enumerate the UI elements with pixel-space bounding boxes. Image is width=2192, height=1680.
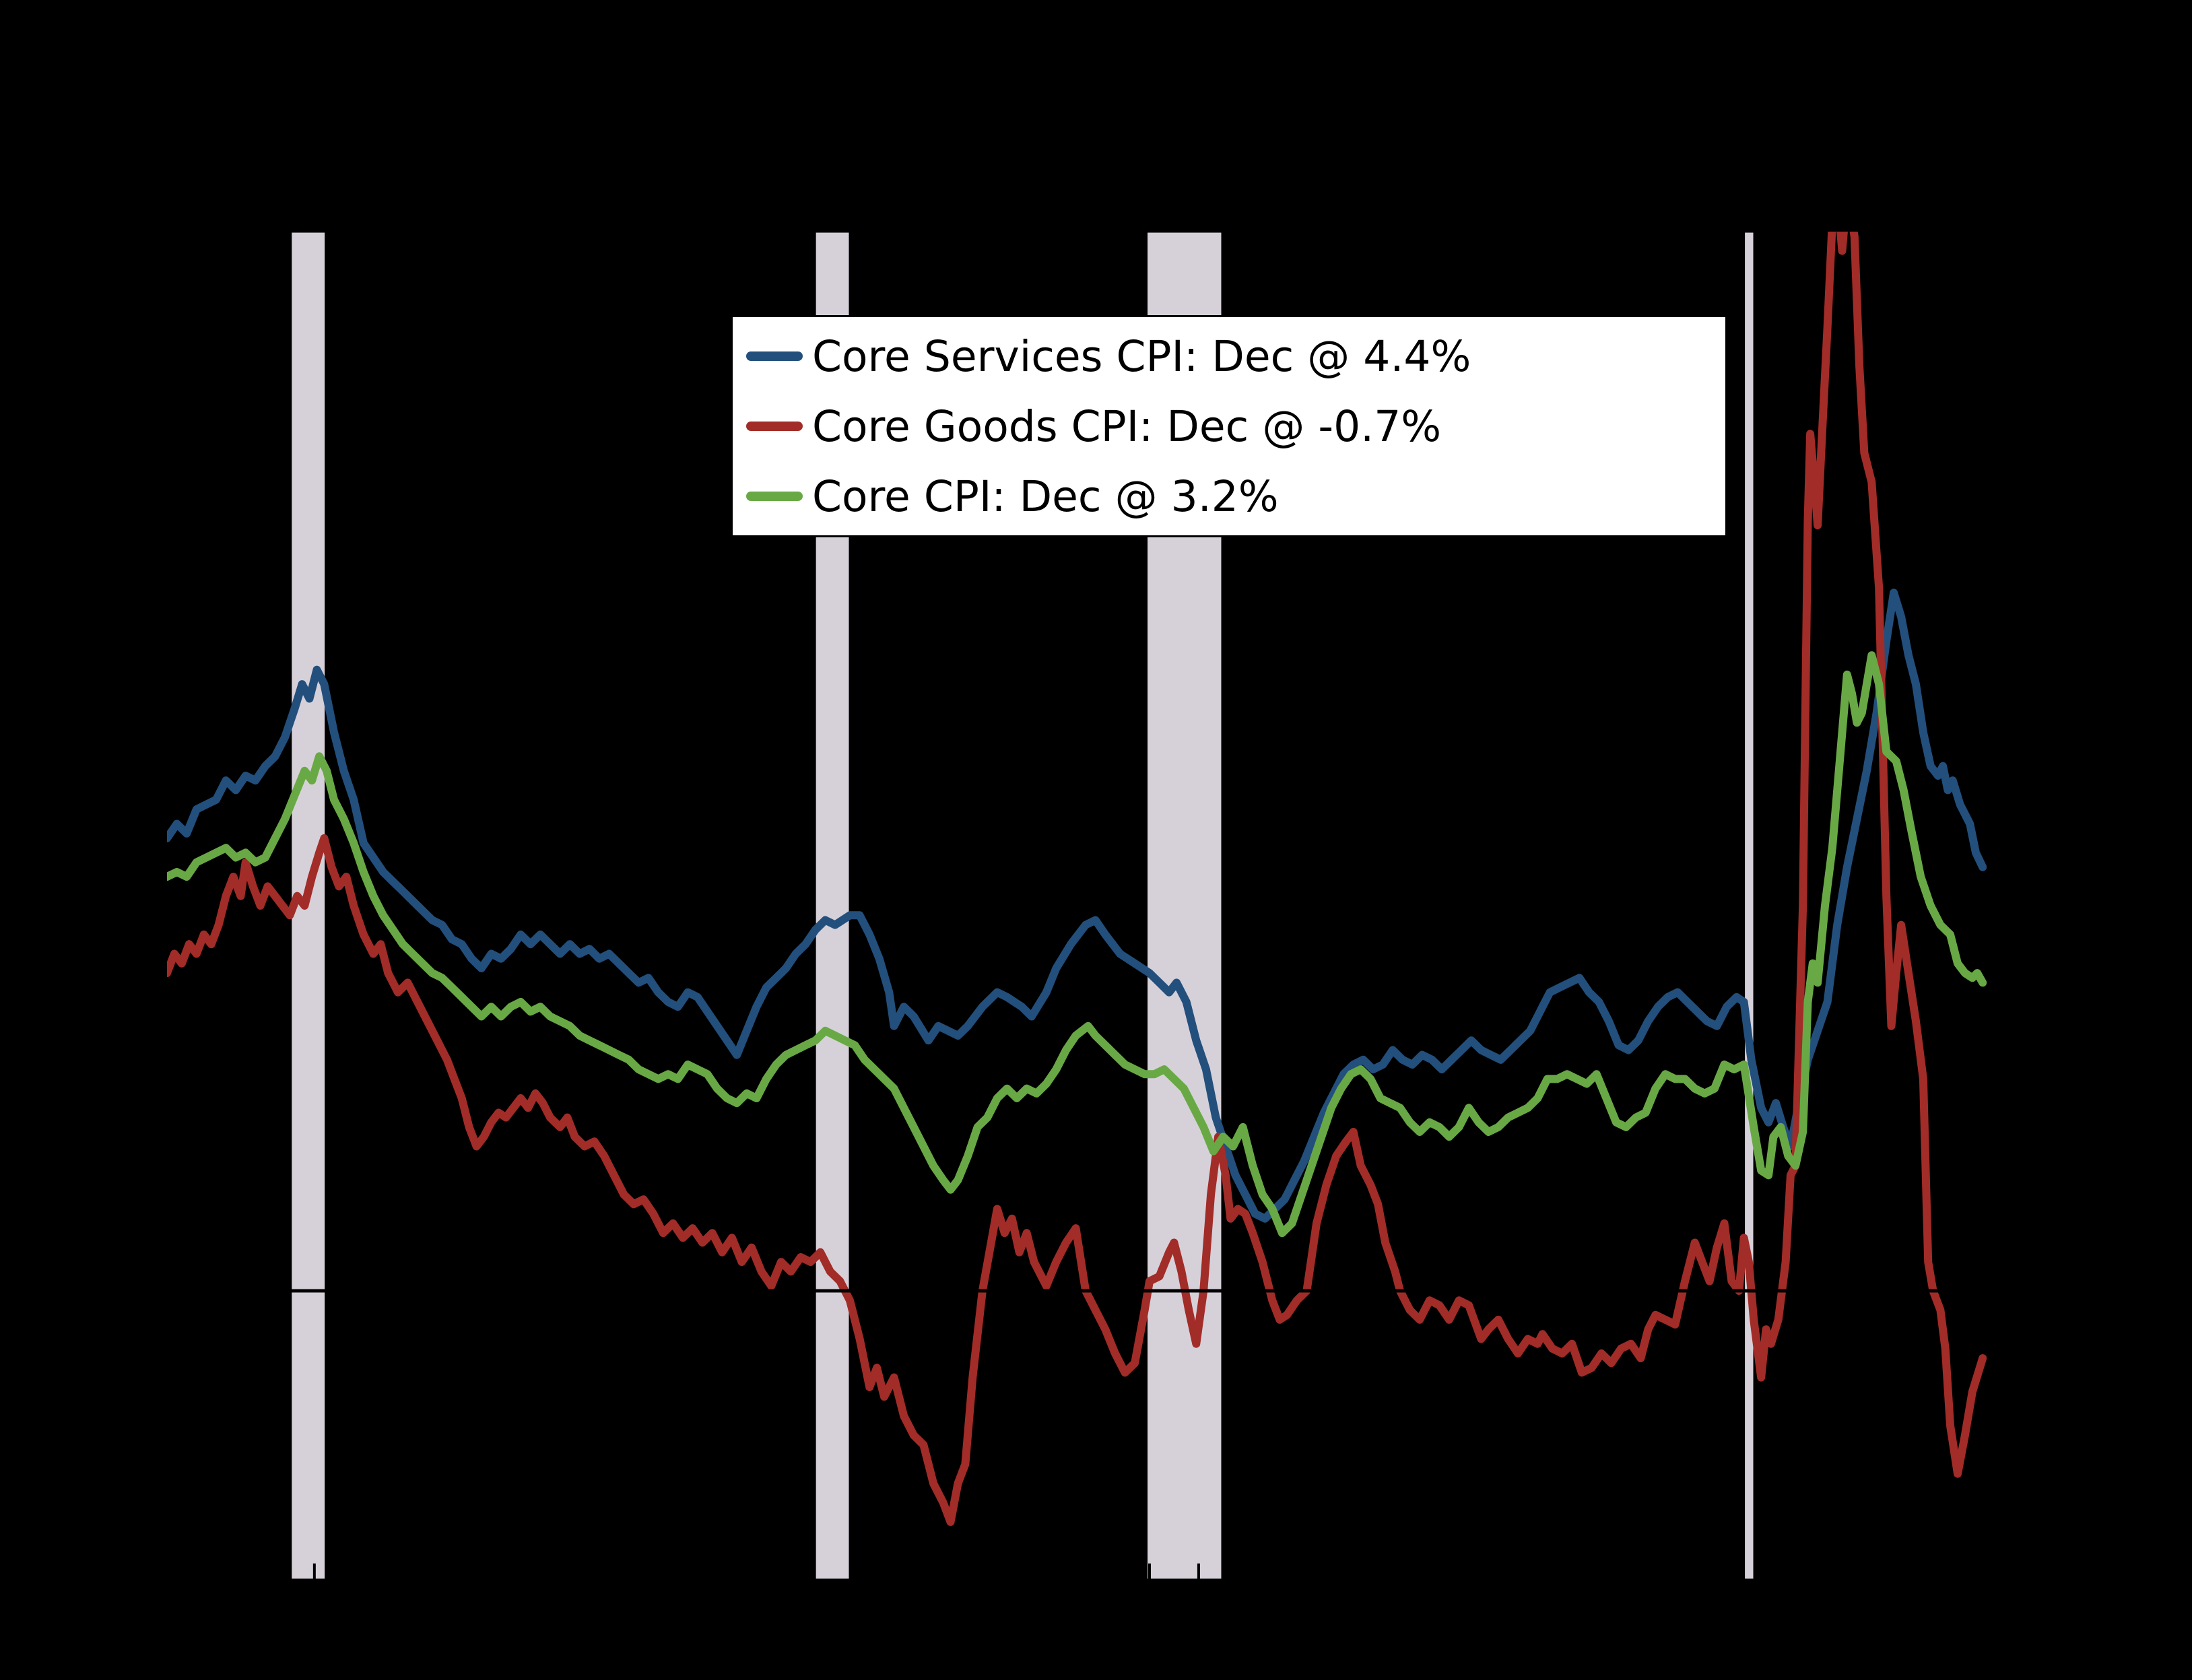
- legend-label-core-services: Core Services CPI: Dec @ 4.4%: [812, 331, 1471, 381]
- legend-label-core-goods: Core Goods CPI: Dec @ -0.7%: [812, 401, 1442, 451]
- core-cpi-line-swatch-icon: [746, 492, 803, 501]
- legend: Core Services CPI: Dec @ 4.4% Core Goods…: [731, 315, 1727, 537]
- series-line-core-goods-cpi: [167, 232, 1987, 1526]
- series-line-core-cpi: [167, 651, 1987, 1238]
- legend-row-core-services: Core Services CPI: Dec @ 4.4%: [746, 335, 1719, 378]
- axes-frame: [166, 230, 1988, 1581]
- legend-row-core-goods: Core Goods CPI: Dec @ -0.7%: [746, 405, 1719, 448]
- recession-band: [1745, 232, 1754, 1580]
- series-line-core-services-cpi: [167, 589, 1987, 1223]
- core-services-line-swatch-icon: [746, 351, 803, 361]
- legend-row-core-cpi: Core CPI: Dec @ 3.2%: [746, 475, 1719, 518]
- legend-label-core-cpi: Core CPI: Dec @ 3.2%: [812, 471, 1279, 521]
- core-goods-line-swatch-icon: [746, 422, 803, 431]
